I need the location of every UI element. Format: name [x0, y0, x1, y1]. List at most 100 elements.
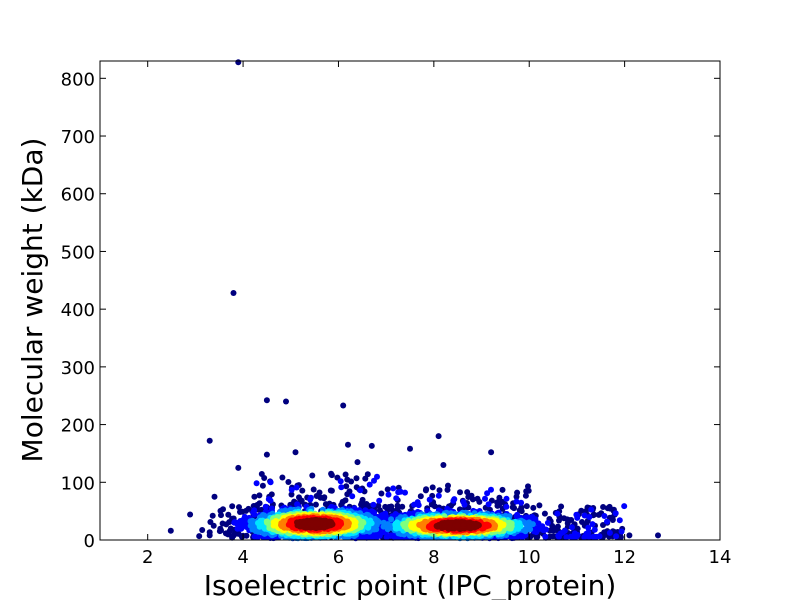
data-point [525, 487, 532, 494]
x-axis-label: Isoelectric point (IPC_protein) [204, 569, 617, 600]
data-point [206, 529, 213, 536]
data-point [344, 476, 351, 483]
data-point [569, 524, 575, 531]
data-point [210, 522, 217, 529]
data-point [581, 534, 588, 541]
data-point [293, 484, 300, 491]
data-point [435, 433, 442, 440]
data-point [337, 478, 344, 485]
data-point [586, 514, 593, 520]
data-point [384, 486, 391, 493]
data-points [167, 59, 661, 542]
data-point [549, 522, 556, 529]
data-point [621, 503, 628, 510]
data-point [530, 504, 537, 511]
y-tick-label: 600 [61, 185, 95, 206]
data-point [235, 59, 242, 66]
data-point [385, 491, 392, 498]
data-point [417, 493, 424, 500]
data-point [555, 532, 562, 539]
y-tick-label: 500 [61, 242, 95, 263]
data-point [230, 290, 237, 296]
data-point [353, 475, 360, 482]
data-point [321, 494, 328, 501]
data-point [199, 527, 206, 533]
data-point [364, 471, 371, 478]
y-tick-label: 0 [84, 531, 95, 552]
x-tick-label: 2 [142, 547, 153, 568]
data-point [349, 493, 356, 500]
y-tick-label: 800 [61, 69, 95, 90]
data-point [544, 519, 551, 526]
data-point [393, 495, 400, 502]
data-point [211, 493, 218, 500]
x-tick-label: 4 [237, 547, 248, 568]
data-point [209, 512, 216, 519]
data-point [523, 514, 530, 521]
data-point [251, 511, 258, 518]
data-point [338, 484, 345, 491]
data-point [591, 526, 598, 533]
data-point [503, 503, 510, 510]
x-tick-label: 10 [518, 547, 541, 568]
data-point [262, 503, 269, 510]
data-point [494, 499, 501, 506]
data-point [309, 472, 316, 479]
data-point [596, 533, 603, 540]
data-point [426, 496, 433, 503]
data-point [263, 451, 270, 458]
data-point [513, 498, 520, 505]
data-point [440, 462, 447, 468]
data-point [187, 511, 194, 518]
data-point [589, 521, 596, 528]
data-point [609, 516, 616, 522]
data-point [488, 449, 495, 456]
data-point [465, 494, 472, 500]
data-point [196, 533, 203, 540]
data-point [570, 534, 577, 541]
x-tick-label: 8 [428, 547, 439, 568]
plot-frame [99, 60, 721, 541]
data-point [167, 527, 174, 534]
data-point [476, 498, 483, 505]
data-point [482, 495, 488, 502]
data-point [268, 491, 275, 498]
data-point [411, 501, 418, 508]
data-point [345, 441, 351, 448]
data-point [399, 503, 406, 510]
data-point [376, 497, 383, 504]
data-point [251, 493, 258, 500]
data-point [288, 486, 295, 493]
data-point [283, 398, 289, 405]
data-point [261, 475, 268, 481]
data-point [541, 510, 548, 517]
data-point [285, 479, 292, 485]
data-point [243, 532, 250, 539]
data-point [254, 501, 261, 508]
data-point [225, 511, 232, 518]
data-point [464, 489, 471, 496]
axis-ticks: 2 4 6 8 10 12 14 0 100 200 300 400 500 600 700 800 [61, 61, 731, 568]
y-tick-label: 400 [61, 300, 95, 321]
data-point [454, 522, 461, 529]
data-point [521, 519, 528, 526]
data-point [616, 517, 623, 524]
data-point [601, 513, 608, 519]
data-point [435, 492, 442, 499]
data-point [206, 437, 213, 444]
data-point [586, 533, 592, 540]
data-point [429, 484, 436, 491]
data-point [243, 507, 249, 514]
data-point [617, 534, 624, 541]
data-point [391, 533, 398, 540]
data-point [496, 494, 503, 501]
data-point [450, 497, 457, 504]
data-point [279, 474, 286, 481]
data-point [445, 482, 451, 489]
x-tick-label: 12 [613, 547, 636, 568]
data-point [375, 502, 382, 509]
data-point [288, 491, 295, 498]
data-point [604, 505, 611, 512]
x-tick-label: 6 [333, 547, 344, 568]
